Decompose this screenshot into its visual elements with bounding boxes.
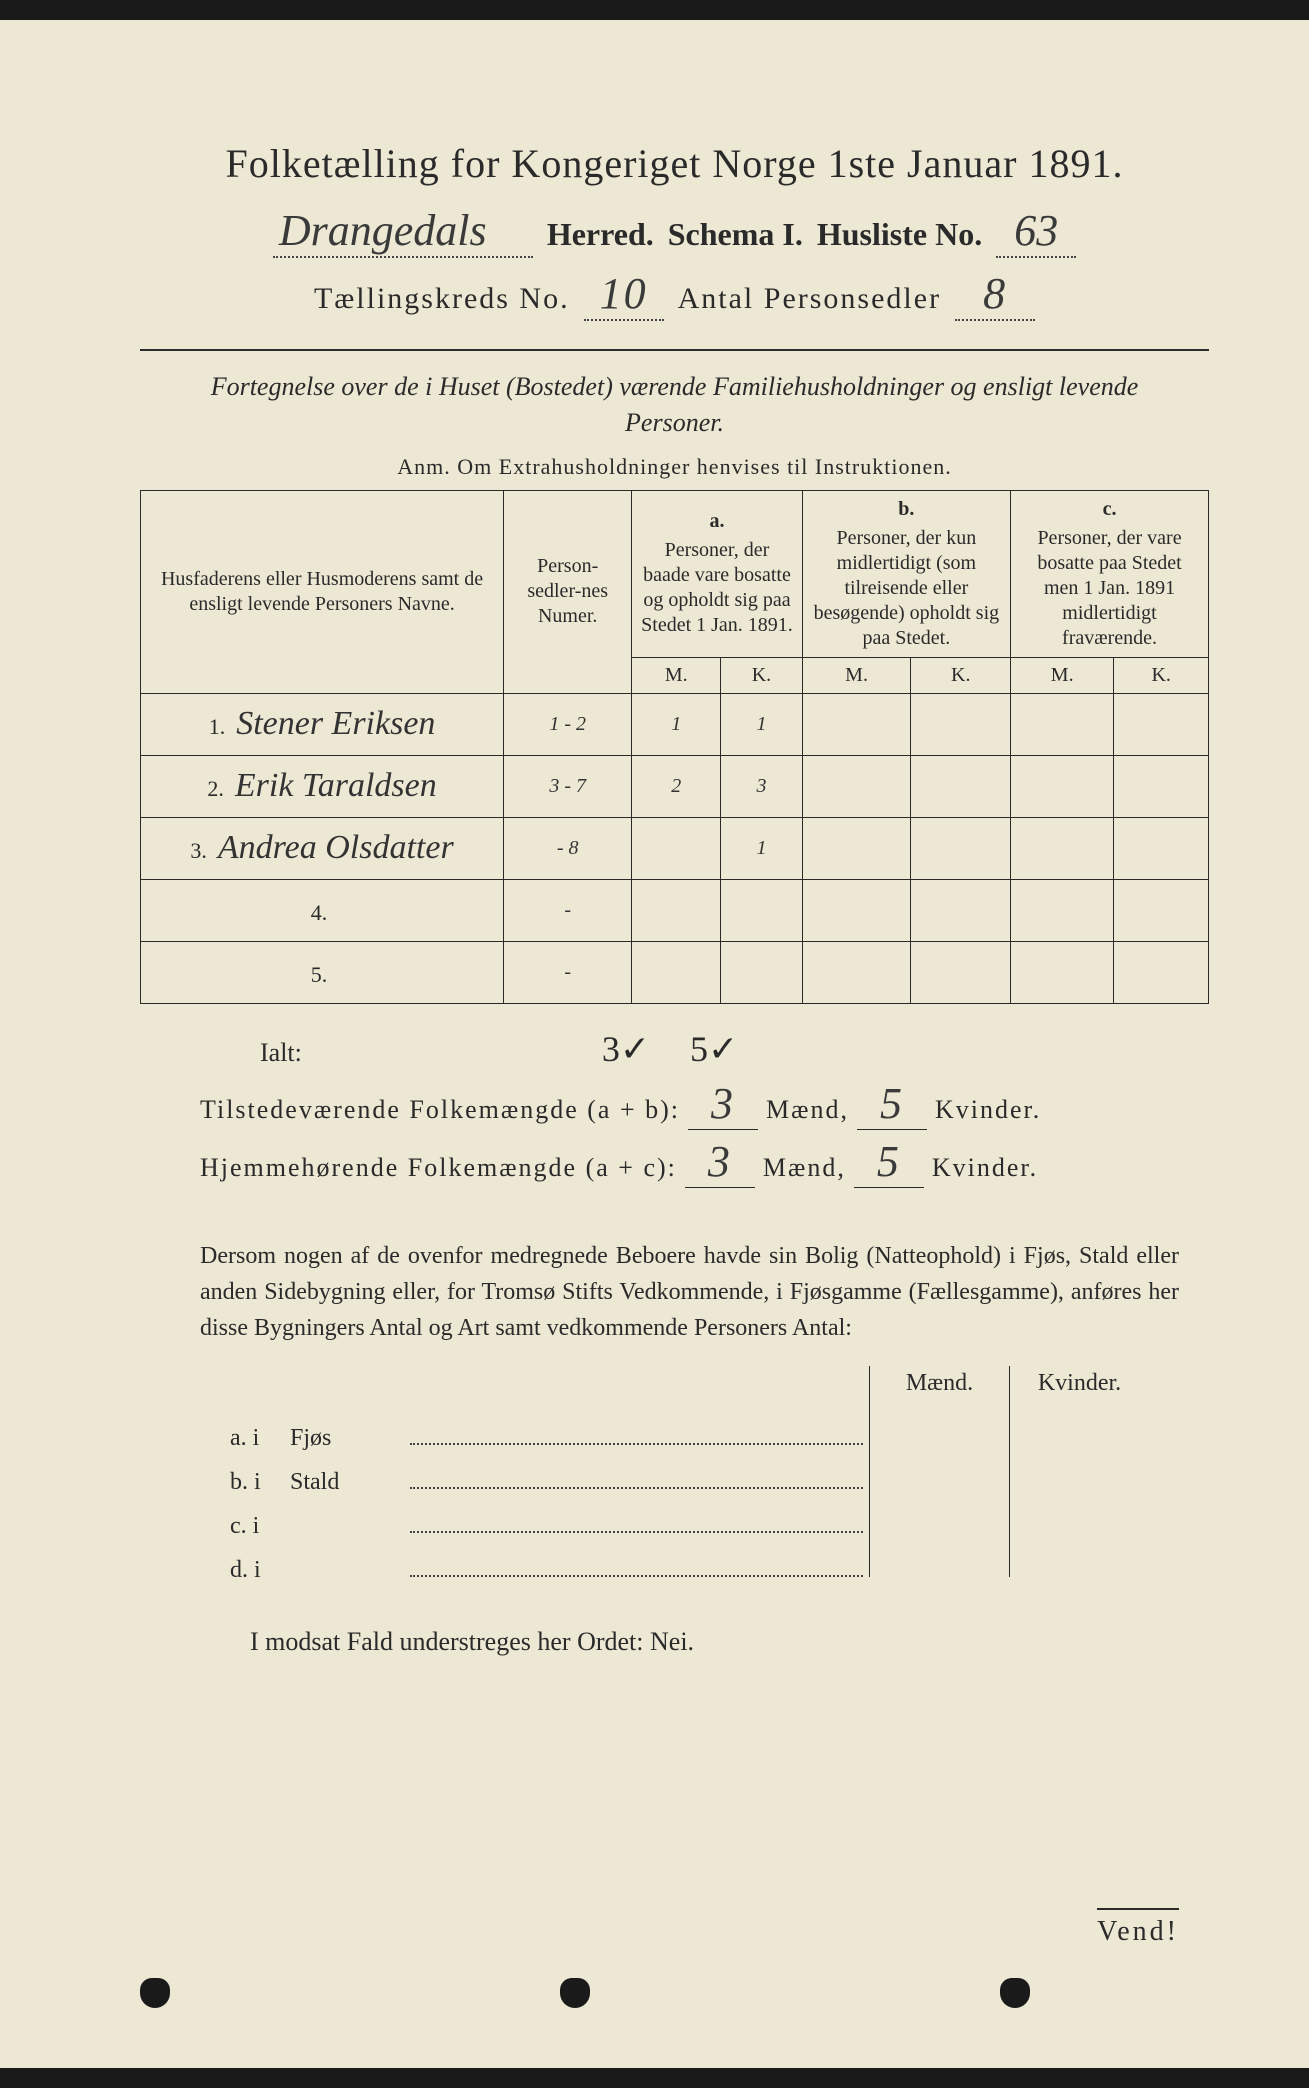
sum2-m: 3 — [685, 1136, 755, 1188]
fortegnelse-text: Fortegnelse over de i Huset (Bostedet) v… — [180, 369, 1169, 442]
row-c-k — [1114, 693, 1209, 755]
row-b-m — [802, 941, 911, 1003]
row-name-cell: 3. Andrea Olsdatter — [141, 817, 504, 879]
col-names: Husfaderens eller Husmoderens samt de en… — [141, 490, 504, 693]
header-row-2: Tællingskreds No. 10 Antal Personsedler … — [140, 268, 1209, 321]
row-c-m — [1011, 817, 1114, 879]
herred-value: Drangedals — [273, 205, 533, 258]
census-form-page: Folketælling for Kongeriget Norge 1ste J… — [0, 20, 1309, 2068]
row-a-k: 1 — [721, 693, 802, 755]
row-b-m — [802, 693, 911, 755]
col-b-m: M. — [802, 657, 911, 693]
husliste-value: 63 — [996, 205, 1076, 258]
personsedler-value: 8 — [955, 268, 1035, 321]
ialt-m: 3✓ — [602, 1028, 650, 1070]
binding-hole-icon — [140, 1978, 170, 2008]
paragraph-text: Dersom nogen af de ovenfor medregnede Be… — [200, 1238, 1179, 1346]
husliste-label: Husliste No. — [817, 216, 982, 253]
col-c-m: M. — [1011, 657, 1114, 693]
row-c-m — [1011, 755, 1114, 817]
row-numer: - — [504, 941, 632, 1003]
row-a-m — [632, 817, 721, 879]
row-c-k — [1114, 941, 1209, 1003]
row-a-m: 2 — [632, 755, 721, 817]
table-row: 1. Stener Eriksen1 - 211 — [141, 693, 1209, 755]
table-row: 2. Erik Taraldsen3 - 723 — [141, 755, 1209, 817]
table-row: 5. - — [141, 941, 1209, 1003]
col-a-m: M. — [632, 657, 721, 693]
kreds-value: 10 — [584, 268, 664, 321]
divider — [140, 349, 1209, 351]
side-maend: Mænd. — [869, 1366, 1009, 1401]
binding-hole-icon — [1000, 1978, 1030, 2008]
col-a-k: K. — [721, 657, 802, 693]
col-a: a. Personer, der baade vare bosatte og o… — [632, 490, 802, 657]
header-row-1: Drangedals Herred. Schema I. Husliste No… — [140, 205, 1209, 258]
ialt-row: Ialt: 3✓ 5✓ — [260, 1028, 1209, 1070]
ialt-k: 5✓ — [690, 1028, 738, 1070]
row-b-m — [802, 879, 911, 941]
kreds-label: Tællingskreds No. — [314, 282, 570, 316]
row-name-cell: 4. — [141, 879, 504, 941]
summary-line-1: Tilstedeværende Folkemængde (a + b): 3 M… — [200, 1078, 1209, 1130]
row-c-m — [1011, 693, 1114, 755]
side-kvinder: Kvinder. — [1009, 1366, 1149, 1401]
row-numer: 1 - 2 — [504, 693, 632, 755]
census-table: Husfaderens eller Husmoderens samt de en… — [140, 490, 1209, 1004]
col-c: c. Personer, der vare bosatte paa Stedet… — [1011, 490, 1209, 657]
col-numer: Person-sedler-nes Numer. — [504, 490, 632, 693]
row-a-k: 3 — [721, 755, 802, 817]
col-b-k: K. — [911, 657, 1011, 693]
side-header: Mænd. Kvinder. — [230, 1366, 1149, 1401]
schema-label: Schema I. — [668, 216, 803, 253]
anm-text: Anm. Om Extrahusholdninger henvises til … — [140, 454, 1209, 480]
row-a-m — [632, 879, 721, 941]
side-row: d. i — [230, 1533, 1149, 1577]
vend-label: Vend! — [1097, 1908, 1179, 1948]
side-building-table: Mænd. Kvinder. a. iFjøsb. iStaldc. id. i — [230, 1366, 1149, 1577]
herred-label: Herred. — [547, 216, 654, 253]
row-c-m — [1011, 941, 1114, 1003]
row-a-k: 1 — [721, 817, 802, 879]
row-a-k — [721, 879, 802, 941]
sum1-k: 5 — [857, 1078, 927, 1130]
sum1-m: 3 — [688, 1078, 758, 1130]
row-name-cell: 2. Erik Taraldsen — [141, 755, 504, 817]
row-b-k — [911, 879, 1011, 941]
col-b: b. Personer, der kun midlertidigt (som t… — [802, 490, 1010, 657]
page-title: Folketælling for Kongeriget Norge 1ste J… — [140, 140, 1209, 187]
ialt-label: Ialt: — [260, 1038, 302, 1068]
table-row: 3. Andrea Olsdatter- 8 1 — [141, 817, 1209, 879]
row-c-m — [1011, 879, 1114, 941]
row-b-m — [802, 817, 911, 879]
row-numer: - — [504, 879, 632, 941]
sum2-k: 5 — [854, 1136, 924, 1188]
modsat-text: I modsat Fald understreges her Ordet: Ne… — [250, 1627, 1209, 1657]
row-numer: 3 - 7 — [504, 755, 632, 817]
row-b-k — [911, 941, 1011, 1003]
row-numer: - 8 — [504, 817, 632, 879]
row-b-m — [802, 755, 911, 817]
row-c-k — [1114, 879, 1209, 941]
row-a-m: 1 — [632, 693, 721, 755]
row-c-k — [1114, 817, 1209, 879]
summary-line-2: Hjemmehørende Folkemængde (a + c): 3 Mæn… — [200, 1136, 1209, 1188]
row-c-k — [1114, 755, 1209, 817]
row-name-cell: 5. — [141, 941, 504, 1003]
side-row: a. iFjøs — [230, 1401, 1149, 1445]
row-b-k — [911, 755, 1011, 817]
row-b-k — [911, 817, 1011, 879]
row-a-k — [721, 941, 802, 1003]
table-row: 4. - — [141, 879, 1209, 941]
col-c-k: K. — [1114, 657, 1209, 693]
row-a-m — [632, 941, 721, 1003]
row-name-cell: 1. Stener Eriksen — [141, 693, 504, 755]
personsedler-label: Antal Personsedler — [678, 282, 941, 316]
binding-hole-icon — [560, 1978, 590, 2008]
row-b-k — [911, 693, 1011, 755]
